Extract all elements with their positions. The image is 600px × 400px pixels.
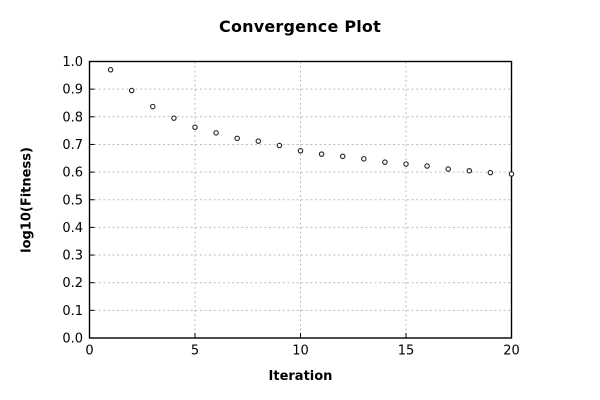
data-point	[255, 138, 262, 144]
y-tick-label: 0.7	[62, 138, 83, 153]
data-point	[276, 142, 283, 149]
data-point	[234, 135, 240, 142]
data-point	[445, 166, 451, 172]
data-point	[466, 167, 473, 174]
y-tick-label: 0.5	[62, 193, 83, 208]
x-tick-label: 0	[85, 344, 93, 359]
y-tick-label: 0.0	[62, 332, 83, 347]
data-point	[318, 151, 325, 157]
data-point	[403, 161, 409, 167]
data-point	[424, 163, 430, 169]
y-tick-label: 0.8	[62, 110, 83, 125]
y-tick-label: 1.0	[62, 55, 83, 70]
data-point	[361, 156, 367, 162]
y-tick-label: 0.1	[62, 304, 83, 319]
data-point	[213, 130, 219, 136]
data-point	[382, 159, 388, 165]
x-tick-label: 10	[292, 344, 309, 359]
data-point	[107, 67, 114, 73]
data-point	[171, 115, 177, 121]
data-point	[150, 103, 156, 110]
data-point	[192, 124, 198, 131]
y-tick-label: 0.9	[62, 83, 83, 98]
data-point	[128, 87, 135, 94]
x-axis-label: Iteration	[268, 369, 333, 384]
data-point	[508, 171, 515, 177]
x-tick-label: 20	[503, 344, 520, 359]
x-tick-label: 5	[191, 344, 199, 359]
y-tick-label: 0.2	[62, 276, 83, 291]
y-tick-label: 0.3	[62, 249, 83, 264]
data-point	[297, 148, 304, 154]
chart-title: Convergence Plot	[219, 17, 381, 36]
y-tick-label: 0.4	[62, 221, 83, 236]
y-tick-label: 0.6	[62, 166, 83, 181]
data-point	[487, 169, 494, 176]
x-tick-label: 15	[398, 344, 415, 359]
data-point	[339, 153, 346, 160]
